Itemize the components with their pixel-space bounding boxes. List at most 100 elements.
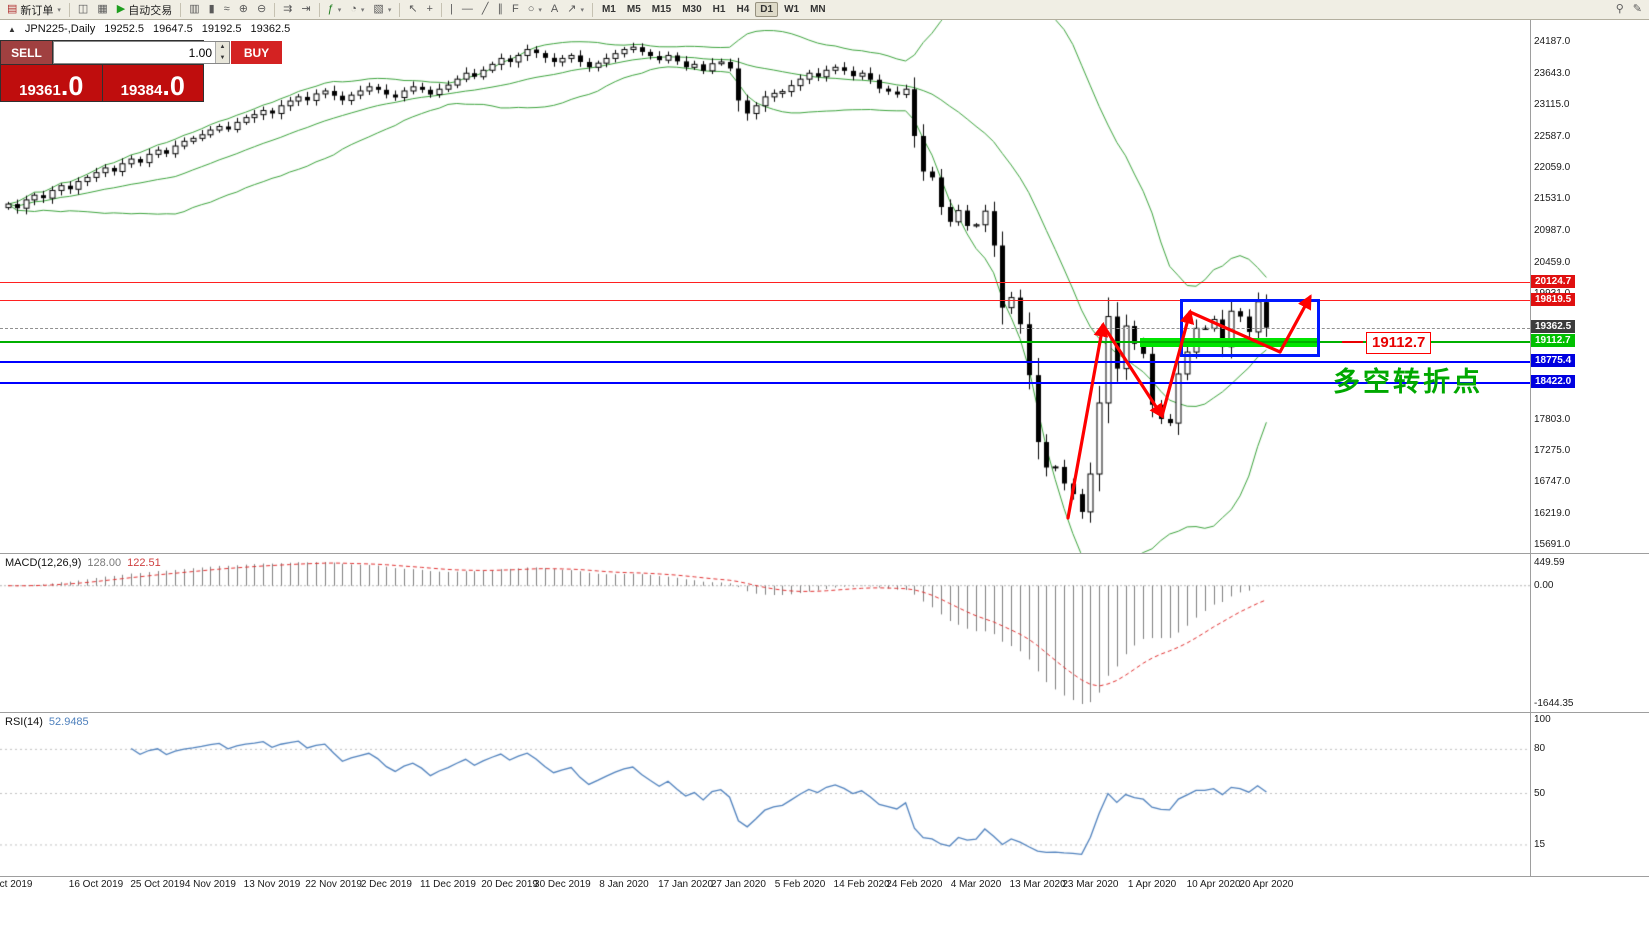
chart-high-value: 19647.5 (153, 23, 193, 35)
timeframe-button-m30[interactable]: M30 (682, 4, 702, 15)
time-axis-label: 25 Oct 2019 (130, 879, 185, 890)
rsi-value: 52.9485 (48, 716, 89, 728)
text-button[interactable]: A (547, 0, 562, 19)
volume-spin-buttons[interactable]: ▲ ▼ (215, 42, 229, 63)
buy-price-display[interactable]: 19384.0 (102, 65, 203, 102)
charts-window-button[interactable]: ◫ (74, 0, 92, 19)
shapes-icon: ○ (527, 3, 535, 15)
consolidation-box-drawing[interactable] (1180, 299, 1320, 357)
buy-button[interactable]: BUY (231, 41, 282, 64)
indicators-button[interactable]: ƒ ▾ (324, 0, 346, 19)
autotrading-button[interactable]: ▶ 自动交易 (113, 0, 176, 19)
horizontal-line-18422.0[interactable] (0, 382, 1530, 385)
horizontal-line-button[interactable]: — (458, 0, 477, 19)
horizontal-line-19112.7[interactable] (0, 341, 1530, 344)
charts-window-icon: ◫ (77, 3, 89, 15)
new-order-button[interactable]: ▤ 新订单 ▾ (3, 0, 65, 19)
horizontal-line-19819.5[interactable] (0, 300, 1530, 302)
time-axis-label: 20 Dec 2019 (481, 879, 538, 890)
timeframe-button-m1[interactable]: M1 (601, 4, 616, 15)
timeframe-button-w1[interactable]: W1 (784, 4, 800, 15)
volume-stepper[interactable]: ▲ ▼ (53, 41, 230, 64)
data-window-button[interactable]: ▦ (93, 0, 111, 19)
cursor-button[interactable]: ↖ (404, 0, 421, 19)
fibonacci-icon: F (511, 3, 519, 15)
candlestick-chart-button[interactable]: ▮ (205, 0, 219, 19)
timeframe-button-d1[interactable]: D1 (755, 2, 779, 17)
toolbar-separator (399, 2, 401, 17)
timeframe-button-m5[interactable]: M5 (626, 4, 641, 15)
bar-chart-button[interactable]: ▥ (185, 0, 203, 19)
macd-axis-label: 449.59 (1534, 557, 1565, 568)
timeframe-button-h1[interactable]: H1 (712, 4, 726, 15)
crosshair-button[interactable]: + (423, 0, 437, 19)
support-price-tag[interactable]: 19112.7 (1366, 332, 1432, 354)
autotrading-button-label: 自动交易 (128, 4, 173, 17)
templates-button[interactable]: ▧ ▾ (369, 0, 395, 19)
line-chart-button[interactable]: ≈ (220, 0, 234, 19)
volume-up-icon[interactable]: ▲ (216, 42, 229, 53)
chart-shift-icon: ⇥ (301, 3, 311, 15)
search-button[interactable]: ⚲ (1612, 0, 1628, 19)
turning-point-note[interactable]: 多空转折点 (1333, 367, 1483, 397)
time-axis-label: 27 Jan 2020 (710, 879, 766, 890)
macd-pane-splitter[interactable] (0, 553, 1649, 554)
quick-edit-button[interactable]: ✎ (1629, 0, 1646, 19)
time-axis-label: 16 Oct 2019 (68, 879, 124, 890)
arrow-objects-button[interactable]: ↗ ▾ (563, 0, 588, 19)
zoom-in-icon: ⊕ (238, 3, 248, 15)
chart-low-value: 19192.5 (201, 23, 242, 35)
bar-chart-icon: ▥ (189, 3, 200, 15)
channel-button[interactable]: ∥ (493, 0, 507, 19)
one-click-collapse-toggle[interactable]: ▲ (8, 24, 16, 34)
auto-scroll-button[interactable]: ⇉ (279, 0, 296, 19)
timeframe-button-mn[interactable]: MN (810, 4, 826, 15)
caret-down-icon: ▾ (360, 6, 365, 14)
rsi-pane-splitter[interactable] (0, 712, 1649, 713)
sell-button[interactable]: SELL (1, 41, 52, 64)
text-icon: A (550, 3, 559, 15)
chart-shift-button[interactable]: ⇥ (297, 0, 314, 19)
price-tag-pointer-line (1342, 341, 1363, 344)
new-order-icon: ▤ (7, 3, 18, 15)
price-axis-tick: 17803.0 (1534, 413, 1571, 425)
price-axis-tick: 20987.0 (1534, 225, 1571, 237)
shapes-button[interactable]: ○ ▾ (524, 0, 546, 19)
time-axis-label: 22 Nov 2019 (305, 879, 362, 890)
vertical-line-button[interactable]: | (446, 0, 457, 19)
macd-main-value: 128.00 (87, 557, 122, 569)
chart-symbol-label: JPN225-,Daily (24, 23, 96, 35)
price-axis-tick: 16219.0 (1534, 507, 1571, 519)
time-axis-label: 11 Dec 2019 (420, 879, 476, 890)
horizontal-line-18775.4[interactable] (0, 361, 1530, 364)
volume-down-icon[interactable]: ▼ (216, 52, 229, 63)
price-axis-border (1530, 20, 1531, 876)
trendline-button[interactable]: ╱ (478, 0, 493, 19)
rsi-axis-label: 50 (1534, 787, 1546, 799)
periods-button[interactable]: ◔ ▾ (346, 0, 368, 19)
toolbar-separator (180, 2, 182, 17)
zoom-out-icon: ⊖ (256, 3, 267, 15)
timeframe-button-m15[interactable]: M15 (651, 4, 672, 15)
time-axis-label: 2 Dec 2019 (360, 879, 412, 890)
horizontal-line-19362.5[interactable] (0, 327, 1530, 329)
zoom-out-button[interactable]: ⊖ (253, 0, 270, 19)
horizontal-line-20124.7[interactable] (0, 282, 1530, 284)
time-axis-label: 13 Mar 2020 (1009, 879, 1066, 890)
periods-icon: ◔ (350, 3, 357, 15)
one-click-trading-panel: SELL ▲ ▼ BUY 19361.0 19384.0 (0, 40, 282, 102)
caret-down-icon: ▾ (580, 6, 584, 14)
buy-price-big: .0 (162, 71, 185, 102)
price-axis-tick: 21531.0 (1534, 193, 1571, 205)
volume-input[interactable] (54, 42, 215, 63)
zoom-in-button[interactable]: ⊕ (235, 0, 252, 19)
fibonacci-button[interactable]: F (508, 0, 523, 19)
time-axis-label: 24 Feb 2020 (886, 879, 943, 890)
sell-price-display[interactable]: 19361.0 (1, 65, 102, 101)
toolbar-separator (274, 2, 276, 17)
time-axis-separator (0, 876, 1649, 877)
price-level-chip-18422.0: 18422.0 (1531, 375, 1576, 389)
timeframe-button-h4[interactable]: H4 (736, 4, 750, 15)
